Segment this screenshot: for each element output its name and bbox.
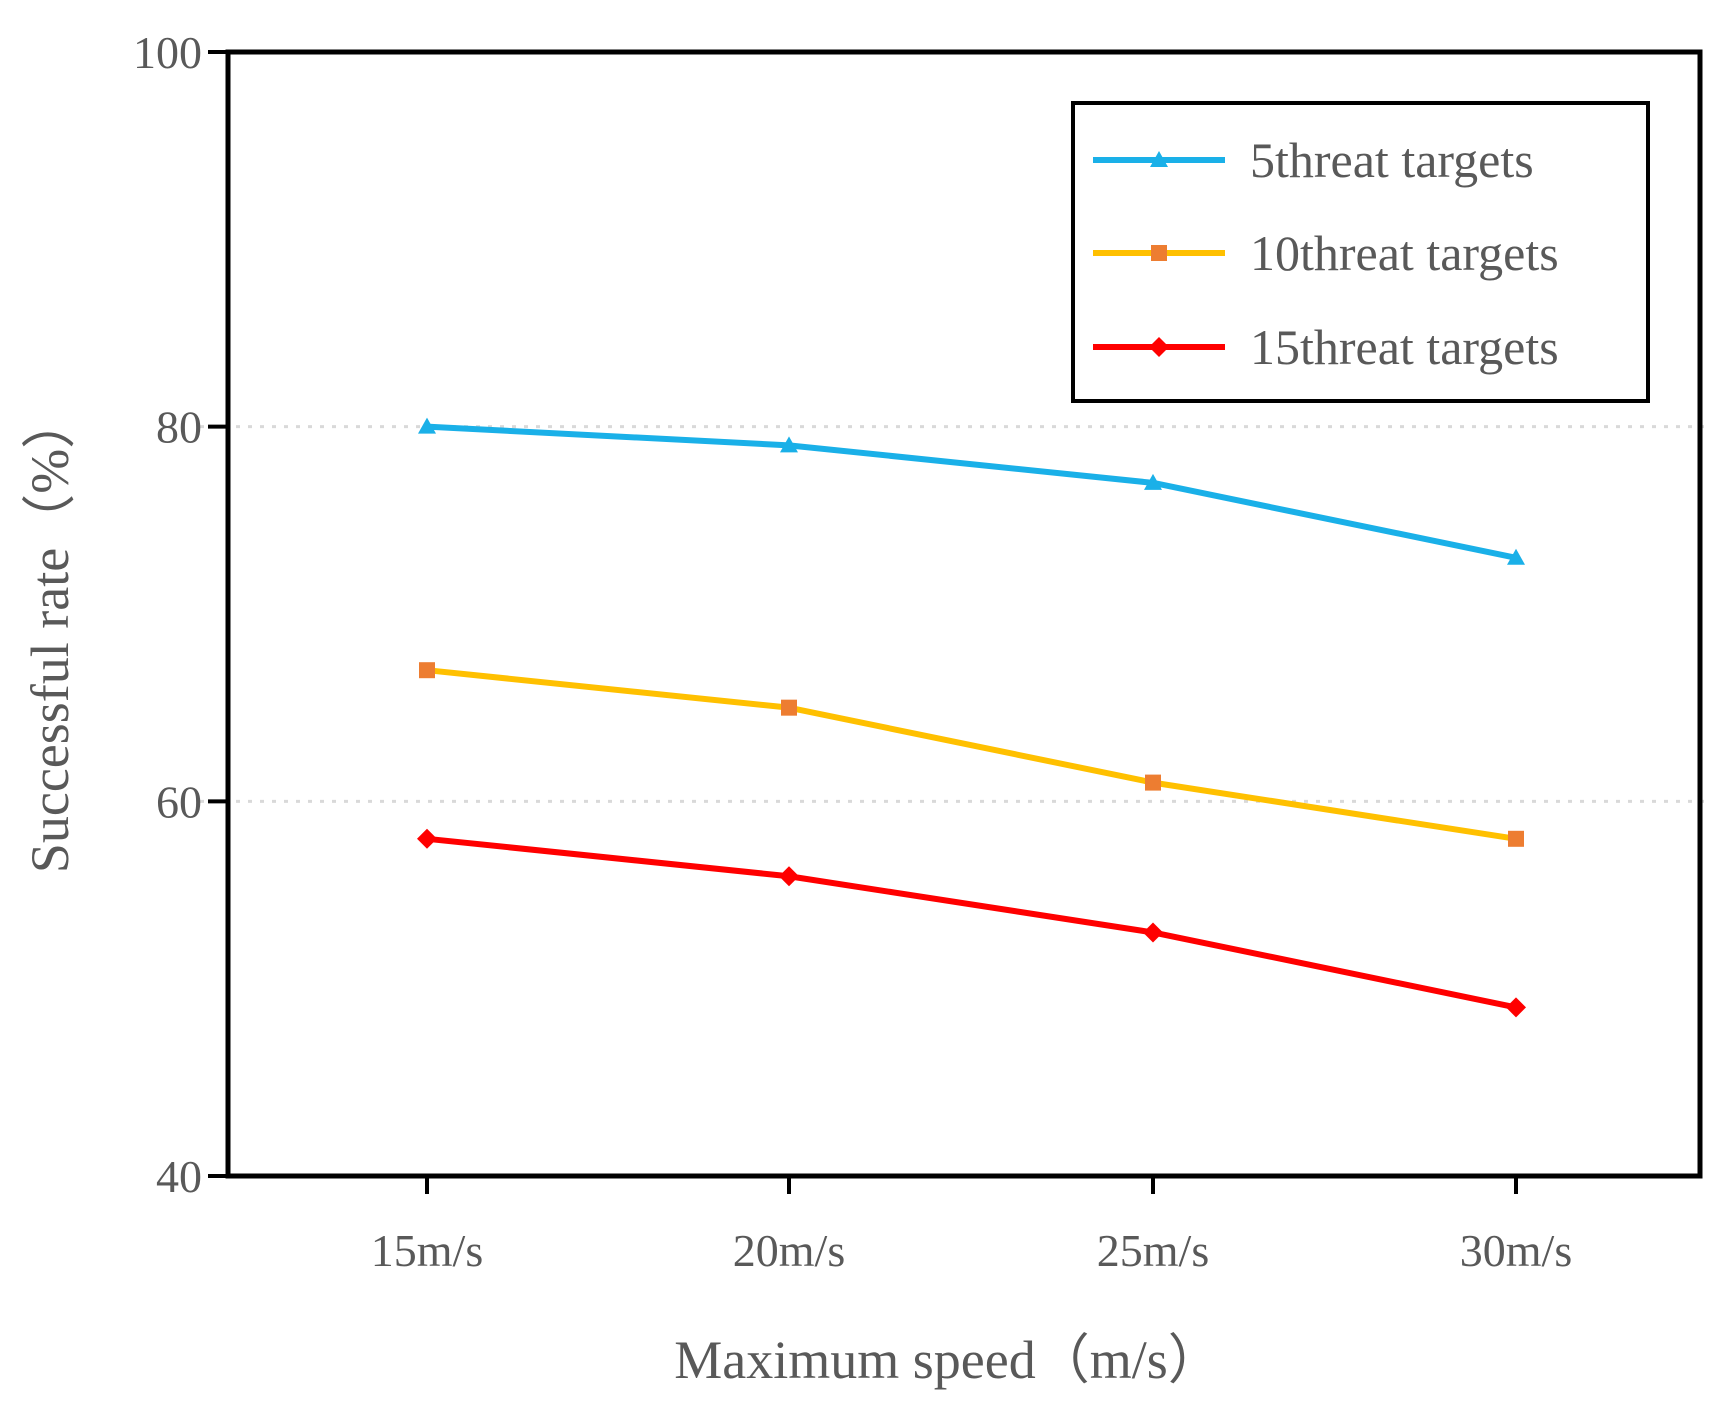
- data-point: [1145, 774, 1161, 791]
- x-tick-label: 20m/s: [733, 1225, 845, 1276]
- legend-label: 5threat targets: [1250, 132, 1534, 188]
- series-layer: [417, 417, 1526, 1018]
- x-axis-ticks: 15m/s 20m/s 25m/s 30m/s: [371, 1176, 1572, 1276]
- legend: 5threat targets 10threat targets 15threat …: [1071, 101, 1650, 403]
- y-axis-title: Successful rate（%）: [20, 395, 80, 873]
- legend-marker: [1150, 151, 1168, 167]
- series-line: [426, 835, 1517, 1011]
- data-point: [781, 699, 797, 716]
- data-point: [1507, 548, 1525, 565]
- data-point: [780, 436, 798, 453]
- data-point: [419, 662, 435, 679]
- legend-label: 10threat targets: [1250, 225, 1559, 281]
- legend-entry: 15threat targets: [1093, 319, 1559, 375]
- y-tick-label: 100: [133, 27, 202, 78]
- legend-marker: [1149, 337, 1169, 357]
- data-point: [1144, 473, 1162, 490]
- data-point: [417, 828, 437, 849]
- legend-label: 15threat targets: [1250, 319, 1559, 375]
- series-2: [419, 662, 1524, 847]
- data-point: [1508, 830, 1524, 847]
- plot-frame: [225, 49, 1703, 1179]
- data-point: [1143, 922, 1163, 943]
- data-point: [779, 866, 799, 887]
- y-tick-label: 60: [156, 776, 202, 827]
- gridlines: [200, 425, 1706, 803]
- y-tick-label: 80: [156, 402, 202, 453]
- x-tick-label: 15m/s: [371, 1225, 483, 1276]
- series-3: [417, 828, 1526, 1018]
- series-1: [418, 417, 1525, 565]
- data-point: [1506, 997, 1526, 1018]
- legend-marker: [1151, 245, 1167, 261]
- x-tick-label: 30m/s: [1460, 1225, 1572, 1276]
- x-axis-title: Maximum speed（m/s）: [674, 1330, 1221, 1390]
- series-line: [426, 423, 1517, 561]
- legend-entry: 5threat targets: [1093, 132, 1534, 188]
- y-axis-ticks: 40 60 80 100: [133, 27, 228, 1202]
- x-tick-label: 25m/s: [1097, 1225, 1209, 1276]
- data-point: [418, 417, 436, 434]
- series-line: [426, 667, 1517, 842]
- legend-entry: 10threat targets: [1093, 225, 1559, 281]
- y-tick-label: 40: [156, 1151, 202, 1202]
